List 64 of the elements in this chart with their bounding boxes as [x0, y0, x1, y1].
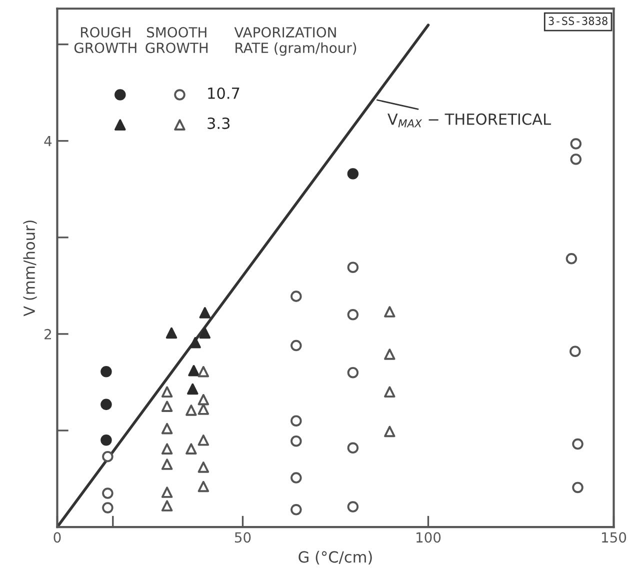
point [102, 488, 114, 499]
point [347, 501, 359, 512]
point [188, 365, 200, 376]
annotation: ROUGH GROWTH [74, 27, 136, 54]
point [198, 394, 210, 406]
point [198, 480, 210, 492]
point [570, 138, 582, 150]
point [198, 404, 210, 415]
point [199, 307, 211, 318]
point [100, 366, 112, 378]
point [199, 327, 211, 339]
annotation: V$_{MAX}$ − THEORETICAL [388, 113, 551, 128]
y-tick-label: 4 [44, 136, 52, 146]
point [572, 438, 584, 450]
legend-label: 3.3 [208, 118, 230, 130]
point [347, 366, 359, 378]
point [570, 154, 582, 165]
point [186, 404, 197, 416]
point [166, 327, 178, 339]
point [161, 443, 173, 454]
point [290, 435, 302, 447]
point [161, 458, 173, 470]
point [290, 290, 302, 302]
point [161, 500, 173, 512]
annotation: SMOOTH GROWTH [146, 27, 208, 54]
point [347, 168, 359, 180]
point [347, 309, 359, 320]
point [161, 422, 173, 434]
y-tick-label: 2 [44, 328, 51, 340]
point [100, 398, 112, 410]
point [572, 482, 584, 494]
point [290, 415, 302, 426]
legend-label: 10.7 [208, 87, 240, 100]
point [290, 340, 302, 352]
point [198, 434, 210, 446]
point [161, 386, 173, 398]
point [290, 504, 302, 516]
point [102, 502, 114, 514]
x-tick-label: 50 [234, 532, 251, 543]
point [190, 337, 201, 348]
point [102, 450, 114, 462]
point [566, 253, 578, 264]
point [186, 443, 197, 454]
x-tick-label: 100 [416, 532, 441, 543]
point [198, 462, 210, 473]
point [198, 366, 210, 378]
x-axis-title: G (°C/cm) [298, 550, 372, 565]
x-tick-label: 150 [602, 532, 626, 543]
point [290, 472, 302, 484]
point [347, 262, 359, 273]
point [384, 426, 396, 438]
point [187, 383, 198, 395]
point [347, 442, 359, 454]
annotation: 3-SS-3838 [548, 16, 608, 26]
point [384, 348, 396, 360]
point [161, 400, 173, 412]
x-tick-label: 0 [54, 532, 61, 543]
point [570, 346, 581, 357]
point [161, 486, 173, 498]
y-axis-title: V (mm/hour) [23, 220, 37, 316]
legend-title: VAPORIZATION RATE (gram/hour) [234, 27, 356, 56]
point [384, 306, 396, 318]
point [100, 434, 112, 446]
point [384, 386, 396, 398]
